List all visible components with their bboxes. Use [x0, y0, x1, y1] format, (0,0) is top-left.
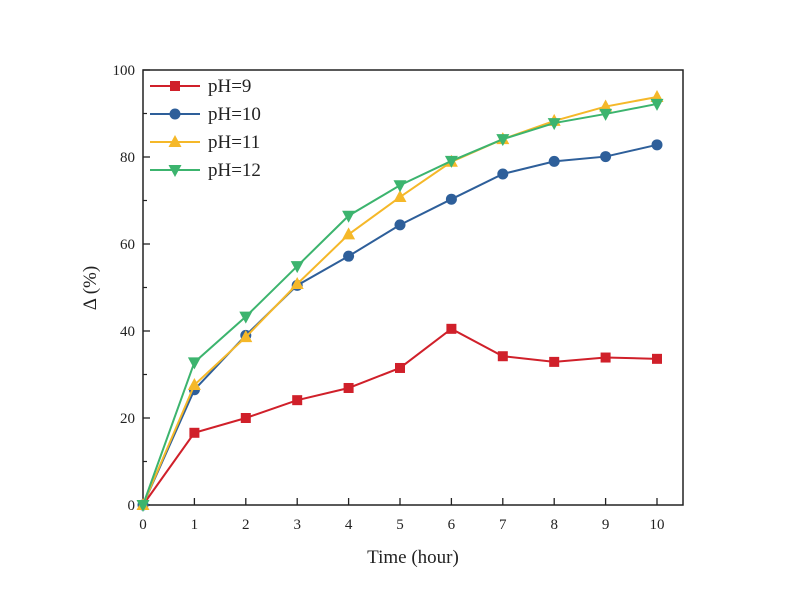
marker-square	[652, 353, 662, 364]
marker-triangle-down	[239, 311, 253, 324]
y-tick-label: 20	[120, 411, 135, 427]
y-axis-title: Δ (%)	[80, 266, 101, 310]
x-tick-label: 2	[242, 517, 250, 533]
marker-square	[497, 351, 508, 362]
marker-square	[292, 395, 303, 406]
marker-triangle-up	[393, 190, 407, 203]
marker-circle	[548, 155, 560, 167]
series-layer	[136, 89, 664, 512]
x-tick-label: 9	[602, 517, 610, 533]
marker-triangle-up	[239, 330, 253, 343]
marker-circle	[600, 151, 612, 163]
series-pH=9	[138, 323, 662, 510]
series-pH=12	[136, 98, 664, 512]
x-tick-label: 7	[499, 517, 507, 533]
marker-triangle-down	[547, 118, 561, 131]
x-tick-label: 10	[650, 517, 665, 533]
series-line	[142, 327, 658, 506]
legend-item: pH=12	[150, 160, 261, 181]
marker-circle	[497, 168, 509, 180]
marker-circle	[394, 219, 406, 231]
marker-square	[446, 323, 457, 334]
x-tick-label: 1	[191, 517, 199, 533]
legend: pH=9 pH=10 pH=11 pH=12	[150, 76, 261, 181]
marker-circle	[169, 108, 181, 120]
marker-circle	[445, 193, 457, 205]
marker-triangle-up	[342, 227, 356, 240]
marker-triangle-up	[599, 99, 613, 112]
marker-triangle-down	[187, 357, 201, 370]
marker-square	[395, 362, 405, 373]
marker-triangle-down	[342, 210, 356, 223]
legend-label: pH=11	[208, 132, 260, 153]
legend-item: pH=9	[150, 76, 251, 97]
legend-label: pH=9	[208, 76, 251, 97]
series-pH=11	[136, 89, 664, 510]
marker-triangle-up	[290, 277, 304, 290]
y-tick-label: 80	[120, 150, 135, 166]
legend-label: pH=12	[208, 160, 261, 181]
marker-triangle-down	[650, 98, 664, 111]
marker-triangle-down	[393, 180, 407, 193]
marker-square	[549, 356, 560, 367]
y-tick-label: 60	[120, 237, 135, 253]
x-tick-label: 8	[550, 517, 558, 533]
legend-item: pH=11	[150, 132, 260, 153]
marker-triangle-down	[168, 165, 182, 177]
x-tick-label: 3	[293, 517, 301, 533]
x-tick-label: 5	[396, 517, 404, 533]
legend-label: pH=10	[208, 104, 261, 125]
y-tick-label: 100	[113, 63, 136, 79]
legend-item: pH=10	[150, 104, 261, 125]
marker-circle	[651, 139, 663, 151]
marker-triangle-down	[290, 261, 304, 274]
marker-square	[240, 413, 251, 423]
marker-triangle-down	[136, 500, 150, 512]
marker-triangle-up	[168, 135, 182, 147]
x-tick-label: 4	[345, 517, 353, 533]
marker-square	[189, 427, 200, 438]
marker-triangle-up	[187, 377, 201, 390]
x-axis-title: Time (hour)	[367, 547, 459, 568]
marker-triangle-down	[496, 134, 510, 147]
y-tick-label: 40	[120, 324, 135, 340]
marker-triangle-down	[599, 108, 613, 121]
marker-square	[170, 81, 180, 91]
marker-circle	[343, 250, 355, 262]
y-tick-label: 0	[128, 498, 136, 514]
marker-triangle-down	[444, 155, 458, 168]
marker-square	[343, 382, 354, 393]
x-tick-label: 6	[448, 517, 456, 533]
x-tick-label: 0	[139, 517, 147, 533]
marker-square	[600, 352, 611, 363]
